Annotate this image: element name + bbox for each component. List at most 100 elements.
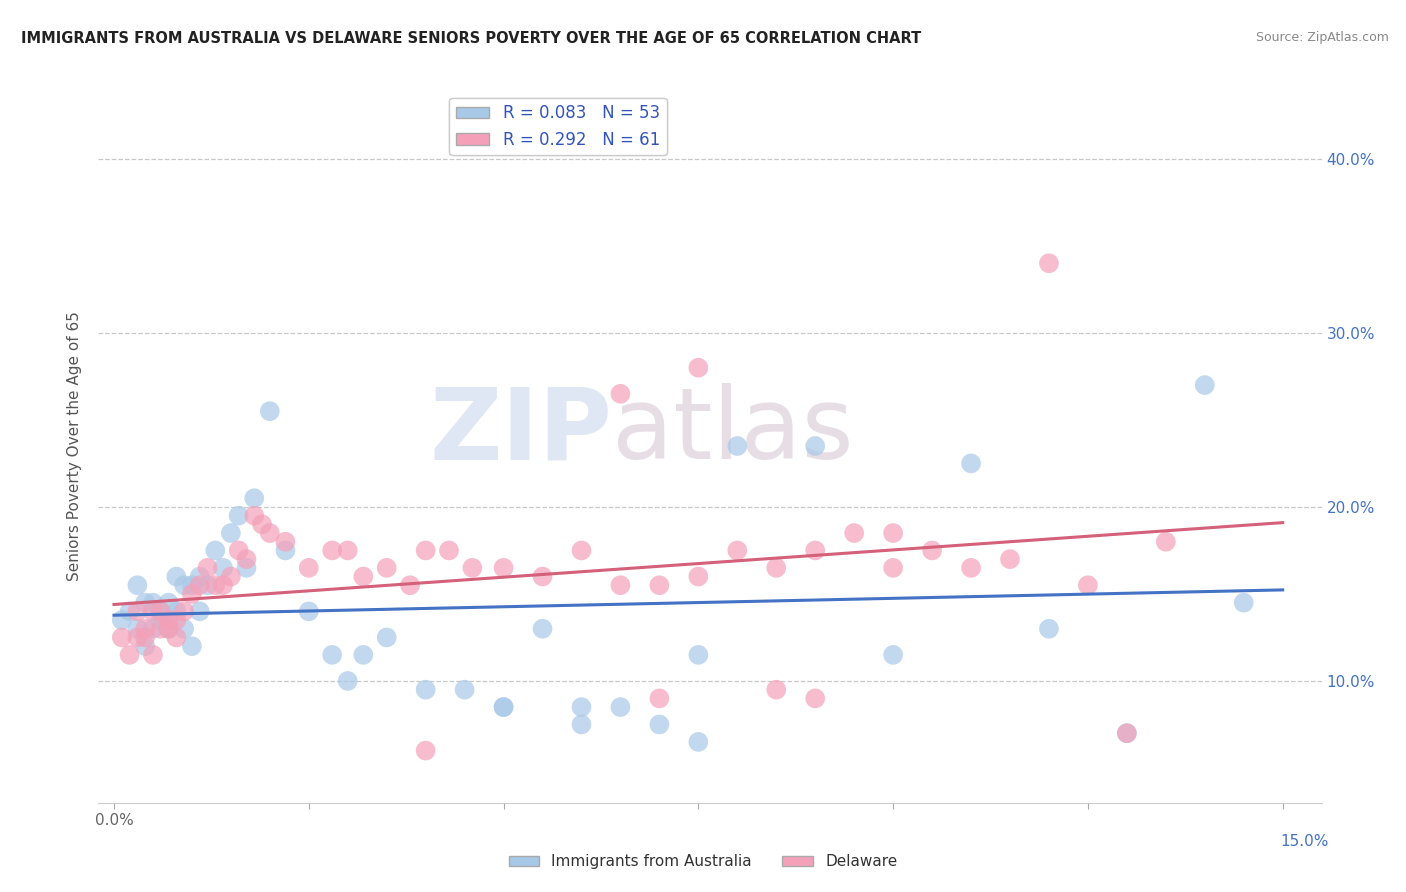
Text: IMMIGRANTS FROM AUSTRALIA VS DELAWARE SENIORS POVERTY OVER THE AGE OF 65 CORRELA: IMMIGRANTS FROM AUSTRALIA VS DELAWARE SE…	[21, 31, 921, 46]
Point	[882, 561, 904, 575]
Point	[571, 543, 593, 558]
Point	[609, 700, 631, 714]
Point	[212, 561, 235, 575]
Point	[243, 491, 266, 506]
Point	[173, 604, 195, 618]
Point	[180, 578, 202, 592]
Legend: Immigrants from Australia, Delaware: Immigrants from Australia, Delaware	[502, 848, 904, 875]
Point	[219, 526, 242, 541]
Point	[180, 639, 202, 653]
Point	[804, 439, 827, 453]
Point	[165, 569, 187, 583]
Point	[111, 631, 134, 645]
Point	[235, 552, 257, 566]
Point	[492, 700, 515, 714]
Point	[243, 508, 266, 523]
Point	[173, 578, 195, 592]
Point	[453, 682, 475, 697]
Point	[149, 613, 172, 627]
Point	[688, 648, 710, 662]
Point	[1038, 622, 1060, 636]
Point	[437, 543, 460, 558]
Point	[375, 561, 398, 575]
Point	[321, 543, 343, 558]
Point	[531, 569, 554, 583]
Point	[352, 569, 374, 583]
Point	[134, 631, 156, 645]
Point	[157, 622, 180, 636]
Point	[219, 569, 242, 583]
Point	[765, 561, 787, 575]
Point	[259, 404, 281, 418]
Point	[415, 543, 437, 558]
Point	[228, 508, 250, 523]
Point	[157, 622, 180, 636]
Point	[118, 604, 141, 618]
Point	[336, 543, 359, 558]
Point	[1077, 578, 1099, 592]
Point	[415, 682, 437, 697]
Point	[648, 717, 671, 731]
Text: ZIP: ZIP	[429, 384, 612, 480]
Y-axis label: Seniors Poverty Over the Age of 65: Seniors Poverty Over the Age of 65	[67, 311, 83, 581]
Point	[461, 561, 484, 575]
Point	[165, 631, 187, 645]
Point	[134, 622, 156, 636]
Point	[492, 561, 515, 575]
Point	[188, 578, 211, 592]
Point	[1115, 726, 1137, 740]
Legend: R = 0.083   N = 53, R = 0.292   N = 61: R = 0.083 N = 53, R = 0.292 N = 61	[450, 97, 666, 155]
Point	[1038, 256, 1060, 270]
Point	[844, 526, 866, 541]
Point	[212, 578, 235, 592]
Point	[571, 717, 593, 731]
Point	[157, 596, 180, 610]
Point	[609, 578, 631, 592]
Point	[149, 604, 172, 618]
Point	[134, 639, 156, 653]
Point	[197, 578, 219, 592]
Point	[142, 596, 165, 610]
Point	[204, 578, 226, 592]
Point	[609, 386, 631, 401]
Point	[165, 604, 187, 618]
Point	[375, 631, 398, 645]
Point	[399, 578, 422, 592]
Point	[765, 682, 787, 697]
Point	[688, 569, 710, 583]
Point	[188, 569, 211, 583]
Point	[118, 648, 141, 662]
Point	[336, 673, 359, 688]
Point	[204, 543, 226, 558]
Point	[725, 543, 748, 558]
Point	[250, 517, 273, 532]
Point	[1194, 378, 1216, 392]
Point	[531, 622, 554, 636]
Point	[648, 691, 671, 706]
Point	[274, 534, 297, 549]
Point	[149, 604, 172, 618]
Point	[127, 631, 149, 645]
Point	[165, 613, 187, 627]
Point	[142, 648, 165, 662]
Point	[492, 700, 515, 714]
Text: Source: ZipAtlas.com: Source: ZipAtlas.com	[1256, 31, 1389, 45]
Point	[127, 622, 149, 636]
Point	[882, 526, 904, 541]
Point	[571, 700, 593, 714]
Point	[149, 622, 172, 636]
Point	[998, 552, 1021, 566]
Point	[173, 622, 195, 636]
Point	[960, 561, 983, 575]
Point	[298, 561, 321, 575]
Point	[688, 735, 710, 749]
Point	[1154, 534, 1177, 549]
Text: 15.0%: 15.0%	[1281, 834, 1329, 849]
Point	[111, 613, 134, 627]
Point	[804, 691, 827, 706]
Point	[921, 543, 943, 558]
Point	[415, 743, 437, 757]
Point	[298, 604, 321, 618]
Point	[180, 587, 202, 601]
Point	[321, 648, 343, 662]
